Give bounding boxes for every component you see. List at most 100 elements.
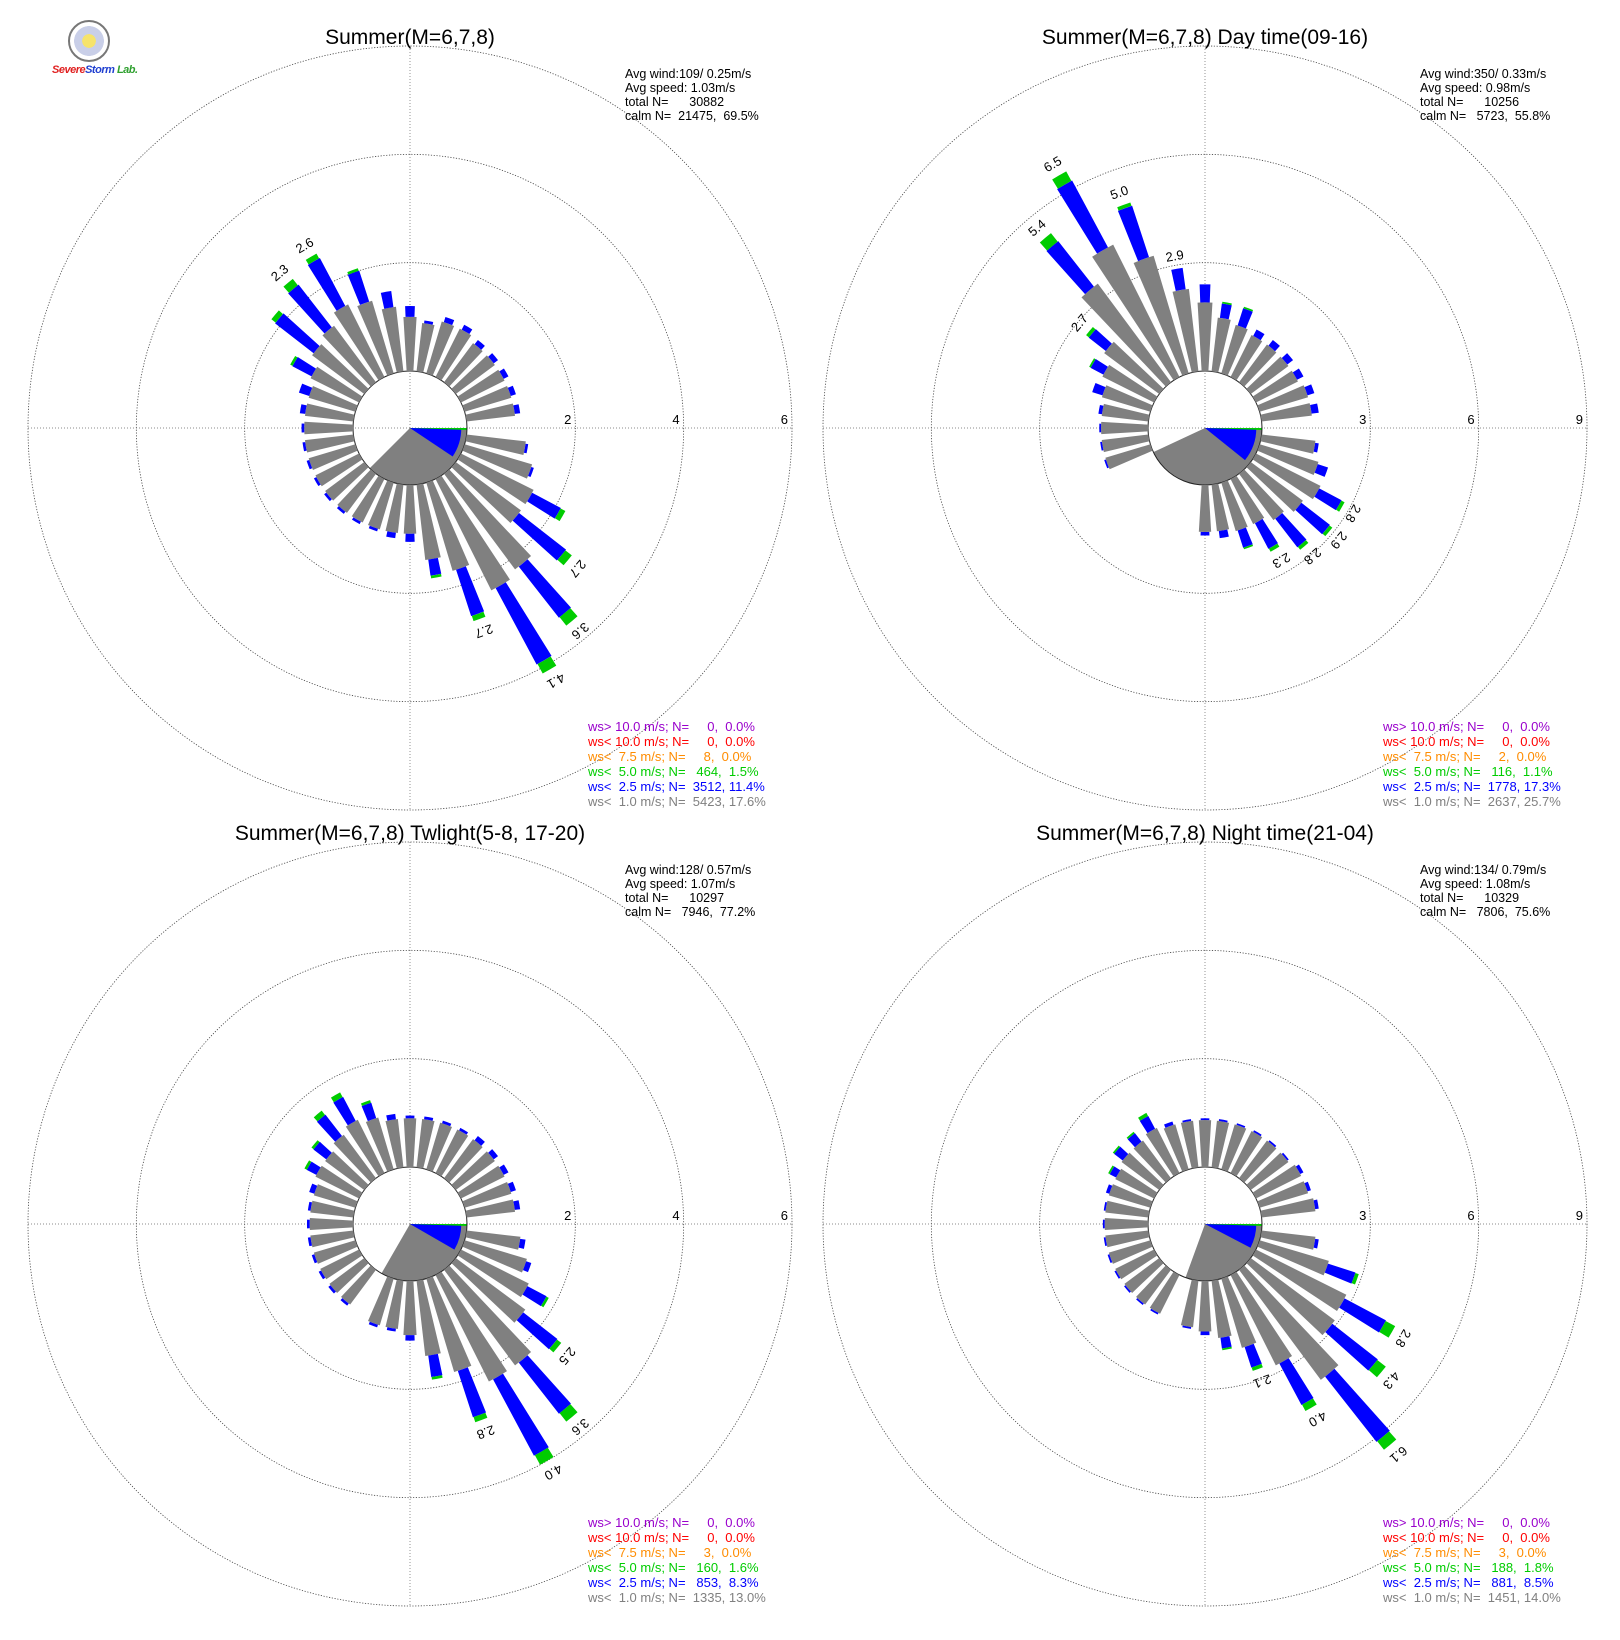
petal-green-330 — [330, 1092, 343, 1103]
petal-gray-360 — [1198, 1120, 1212, 1168]
stats-line: calm N= 7806, 75.6% — [1420, 905, 1550, 919]
petal-label: 2.8 — [475, 1422, 497, 1442]
petal-blue-310 — [313, 1141, 332, 1160]
petal-blue-360 — [1200, 1118, 1210, 1121]
petal-green-140 — [559, 1404, 578, 1422]
petal-blue-350 — [1182, 1119, 1192, 1123]
petal-gray-330 — [1145, 1127, 1180, 1177]
petal-gray-180 — [403, 484, 417, 534]
petal-gray-80 — [465, 1199, 516, 1218]
petal-blue-180 — [405, 533, 415, 542]
calm-sector-green — [410, 428, 467, 430]
petal-blue-300 — [1109, 1166, 1121, 1178]
petal-green-330 — [305, 253, 320, 265]
petal-gray-80 — [1260, 1198, 1316, 1218]
petal-green-120 — [1336, 500, 1345, 512]
petal-green-20 — [1243, 306, 1254, 312]
petal-blue-160 — [1237, 527, 1253, 548]
petal-green-140 — [559, 608, 578, 626]
petal-gray-350 — [385, 1118, 404, 1169]
petal-blue-130 — [516, 1312, 558, 1350]
petal-gray-230 — [329, 1257, 369, 1293]
wind-rose-panel-day: 2.82.92.82.32.75.46.55.02.93 6 9Summer(M=6… — [822, 26, 1588, 811]
petal-gray-350 — [381, 306, 404, 373]
petal-green-310 — [1112, 1145, 1121, 1154]
petal-green-320 — [283, 278, 298, 293]
petal-gray-50 — [451, 1151, 495, 1191]
petal-gray-310 — [325, 1151, 369, 1191]
petal-label: 4.0 — [1306, 1408, 1329, 1430]
petal-gray-170 — [1211, 1279, 1232, 1339]
legend-entry: ws< 1.0 m/s; N= 1451, 14.0% — [1382, 1590, 1561, 1605]
petal-gray-290 — [1101, 385, 1153, 412]
petal-blue-80 — [513, 404, 521, 414]
petal-blue-280 — [307, 1201, 313, 1211]
petal-gray-30 — [1230, 1131, 1263, 1177]
petal-label: 6.5 — [1041, 153, 1064, 175]
petal-label: 2.6 — [293, 234, 316, 256]
petal-blue-320 — [288, 284, 332, 334]
petal-label: 2.9 — [1327, 529, 1350, 552]
petal-green-120 — [1379, 1321, 1396, 1338]
range-ring — [822, 45, 1588, 811]
petal-blue-80 — [1310, 403, 1319, 414]
petal-blue-250 — [306, 460, 313, 470]
petal-gray-30 — [1230, 335, 1263, 381]
petal-gray-320 — [322, 325, 377, 387]
petal-blue-270 — [1099, 423, 1102, 433]
petal-gray-340 — [357, 300, 394, 376]
legend-entry: ws< 2.5 m/s; N= 1778, 17.3% — [1382, 779, 1561, 794]
chart-title: Summer(M=6,7,8) — [325, 26, 495, 49]
petal-gray-30 — [435, 328, 472, 381]
petal-green-140 — [1297, 540, 1309, 550]
petal-blue-250 — [1107, 1254, 1113, 1263]
stats-line: Avg wind:128/ 0.57m/s — [625, 863, 751, 877]
petal-gray-50 — [1246, 356, 1289, 395]
radial-tick-label: 6 — [1467, 412, 1474, 427]
petal-gray-240 — [320, 1249, 363, 1280]
petal-blue-170 — [428, 557, 442, 576]
chart-title: Summer(M=6,7,8) Twlight(5-8, 17-20) — [235, 822, 585, 845]
petal-gray-10 — [416, 322, 435, 373]
petal-blue-210 — [1150, 1308, 1159, 1315]
petal-gray-330 — [345, 1119, 385, 1177]
petal-blue-340 — [361, 1102, 377, 1122]
petal-gray-320 — [333, 1134, 377, 1183]
petal-blue-310 — [1088, 329, 1112, 351]
petal-label: 3.6 — [569, 1415, 592, 1438]
radial-tick-label: 6 — [781, 412, 788, 427]
petal-blue-240 — [313, 477, 321, 487]
petal-blue-40 — [474, 1135, 485, 1146]
petal-gray-190 — [385, 483, 404, 534]
petal-blue-290 — [1092, 383, 1106, 396]
petal-green-300 — [290, 355, 298, 366]
petal-blue-240 — [318, 1270, 326, 1280]
legend-entry: ws< 5.0 m/s; N= 464, 1.5% — [587, 764, 759, 779]
petal-gray-280 — [1101, 403, 1150, 422]
petal-gray-330 — [333, 304, 385, 381]
petal-gray-360 — [1197, 302, 1213, 372]
petal-gray-20 — [426, 321, 455, 376]
petal-gray-170 — [416, 1279, 441, 1356]
radial-tick-label: 4 — [672, 412, 679, 427]
stats-line: Avg speed: 0.98m/s — [1420, 81, 1530, 95]
radial-tick-label: 4 — [672, 1208, 679, 1223]
petal-label: 6.1 — [1387, 1443, 1410, 1466]
legend-entry: ws< 5.0 m/s; N= 116, 1.1% — [1382, 764, 1553, 779]
petal-gray-100 — [1260, 1230, 1316, 1250]
legend-entry: ws< 7.5 m/s; N= 8, 0.0% — [587, 749, 752, 764]
petal-gray-160 — [426, 480, 470, 571]
calm-sector-green — [1205, 428, 1262, 430]
petal-blue-220 — [340, 1298, 349, 1306]
petal-gray-100 — [1260, 434, 1316, 454]
petal-label: 2.3 — [268, 261, 291, 284]
petal-green-300 — [1089, 358, 1096, 368]
petal-blue-320 — [1046, 241, 1094, 295]
range-ring — [27, 841, 793, 1607]
petal-gray-280 — [304, 403, 355, 422]
petal-gray-70 — [462, 1182, 512, 1208]
petal-green-330 — [1052, 171, 1072, 189]
petal-gray-240 — [1115, 1249, 1158, 1280]
petal-green-340 — [347, 268, 359, 275]
legend-entry: ws< 1.0 m/s; N= 5423, 17.6% — [587, 794, 766, 809]
